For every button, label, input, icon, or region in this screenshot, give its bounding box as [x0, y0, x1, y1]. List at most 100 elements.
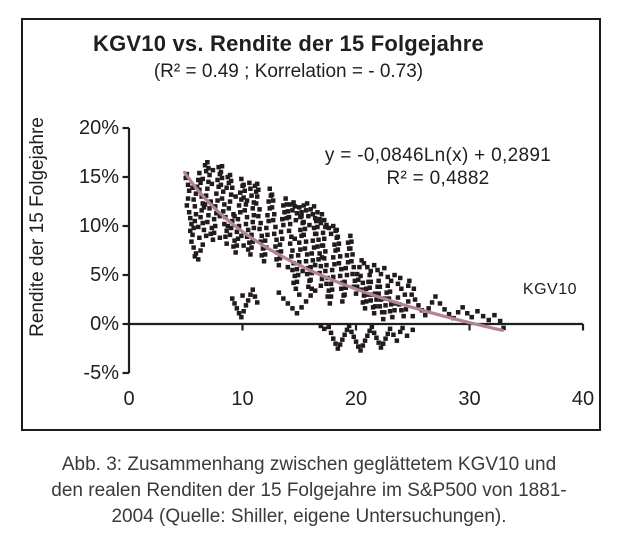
data-point [293, 217, 299, 223]
data-point [235, 236, 241, 241]
data-point [333, 228, 338, 234]
data-point [278, 249, 284, 254]
data-point [365, 333, 370, 338]
data-point [374, 335, 379, 340]
data-point [292, 204, 297, 209]
data-point [328, 330, 334, 336]
data-point [315, 224, 320, 230]
data-point [262, 252, 268, 257]
data-point [492, 312, 497, 318]
data-point [244, 214, 250, 220]
data-point [227, 199, 233, 204]
data-point [351, 264, 356, 270]
data-point [245, 227, 251, 233]
data-point [343, 285, 348, 290]
data-point [318, 283, 324, 288]
data-point [213, 204, 218, 209]
data-point [375, 284, 380, 289]
data-point [284, 215, 289, 221]
data-point [362, 306, 368, 311]
data-point [416, 303, 421, 308]
data-point [298, 214, 303, 220]
data-point [385, 331, 390, 337]
data-point [247, 180, 252, 186]
data-point [310, 258, 316, 263]
data-point [322, 217, 327, 223]
data-point [399, 308, 404, 313]
data-point [343, 265, 348, 271]
data-point [224, 228, 229, 234]
data-point [357, 264, 362, 270]
data-point [388, 302, 394, 307]
data-point [272, 212, 277, 217]
data-point [323, 224, 328, 230]
data-point [312, 215, 318, 221]
data-point [352, 278, 358, 284]
data-point [208, 199, 213, 204]
data-point [294, 311, 300, 316]
data-point [274, 237, 279, 242]
data-point [273, 224, 278, 230]
data-point [316, 237, 321, 242]
data-point [209, 225, 215, 231]
data-point [324, 281, 329, 287]
data-point [376, 340, 381, 345]
data-point [409, 292, 414, 297]
data-point [183, 175, 188, 181]
data-point [294, 266, 300, 272]
data-point [401, 313, 406, 319]
x-tick-label: 20 [344, 388, 368, 410]
data-point [202, 202, 208, 207]
data-point [335, 346, 341, 351]
data-point [276, 262, 282, 268]
data-point [368, 268, 373, 274]
data-point [299, 305, 304, 310]
data-point [253, 201, 259, 206]
data-point [297, 260, 302, 265]
data-point [198, 248, 203, 253]
data-point [189, 221, 194, 227]
data-point [244, 198, 250, 203]
data-point [193, 212, 199, 217]
data-point [188, 228, 193, 234]
data-point [239, 197, 244, 202]
data-point [267, 186, 272, 191]
data-point [250, 287, 255, 292]
data-point [309, 251, 314, 256]
data-point [185, 196, 191, 201]
data-point [327, 301, 333, 306]
data-point [406, 283, 411, 288]
data-point [301, 232, 306, 238]
data-point [328, 281, 334, 287]
data-point [371, 311, 377, 316]
data-point [224, 185, 229, 190]
data-point [404, 333, 410, 338]
data-point [299, 210, 304, 215]
data-point [295, 272, 301, 278]
data-point [221, 209, 226, 214]
data-point [304, 271, 310, 277]
data-point [207, 172, 212, 178]
data-point [376, 278, 381, 284]
data-point [281, 203, 286, 208]
data-point [298, 227, 303, 233]
data-point [217, 213, 223, 219]
x-tick-label: 10 [231, 388, 254, 410]
data-point [234, 229, 240, 235]
data-point [269, 205, 275, 210]
data-point [196, 257, 201, 262]
data-point [326, 288, 331, 293]
data-point [206, 179, 211, 185]
title-block: KGV10 vs. Rendite der 15 Folgejahre (R² … [23, 31, 599, 84]
data-point [260, 246, 266, 251]
data-point [342, 332, 347, 337]
data-point [293, 286, 299, 291]
data-point [344, 253, 350, 258]
data-point [219, 196, 225, 201]
data-point [373, 304, 378, 309]
data-point [345, 260, 351, 265]
data-point [294, 279, 300, 285]
data-point [217, 235, 223, 240]
data-point [278, 229, 284, 235]
data-point [398, 329, 403, 335]
